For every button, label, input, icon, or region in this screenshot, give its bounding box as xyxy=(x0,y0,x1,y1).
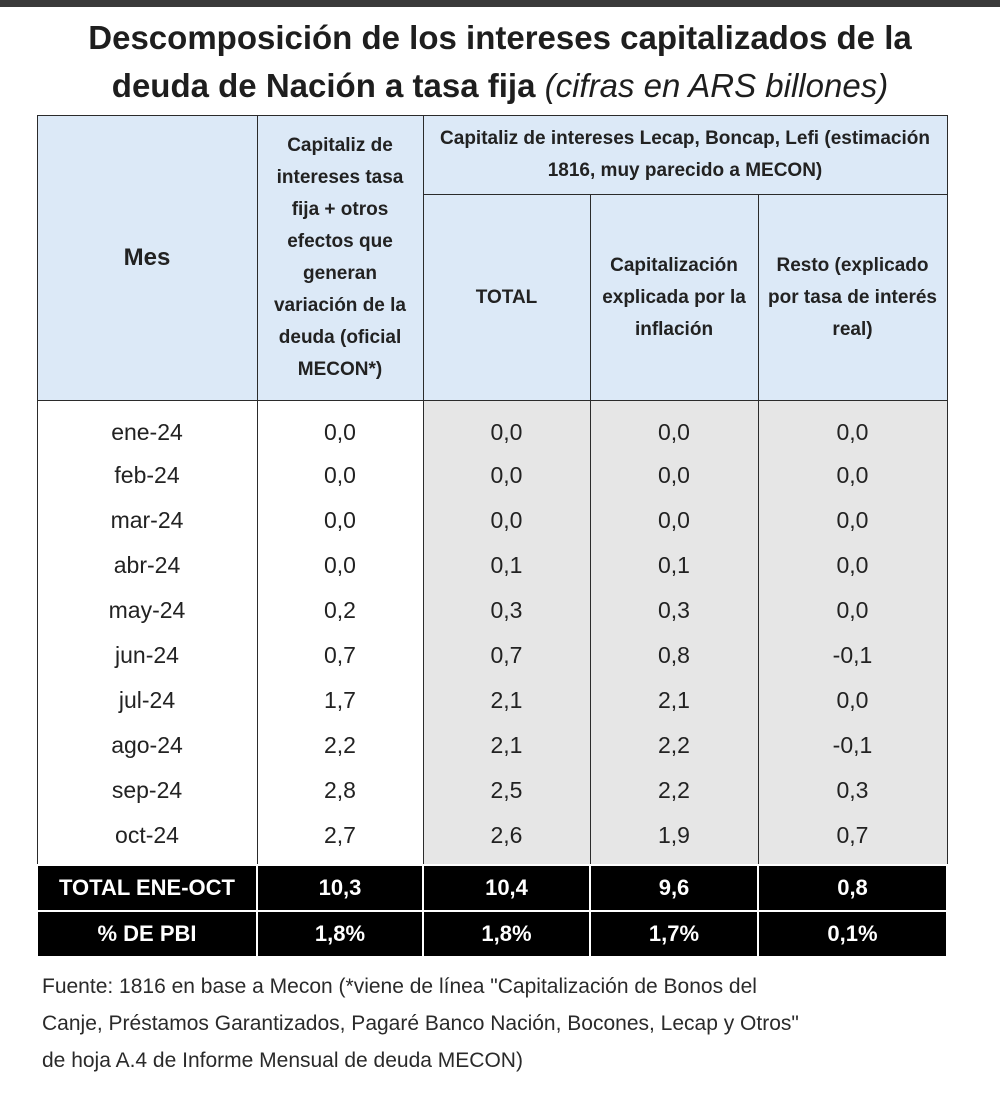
table-row: oct-24 2,7 2,6 1,9 0,7 xyxy=(36,813,948,865)
pbi-oficial: 1,8% xyxy=(256,910,424,958)
cell-mes: ene-24 xyxy=(36,400,258,453)
cell-mes: mar-24 xyxy=(36,498,258,543)
cell-resto: 0,0 xyxy=(758,588,948,633)
cell-mes: jun-24 xyxy=(36,633,258,678)
cell-resto: -0,1 xyxy=(758,723,948,768)
title-units: (cifras en ARS billones) xyxy=(544,67,889,104)
cell-mes: may-24 xyxy=(36,588,258,633)
header-total: TOTAL xyxy=(422,194,591,401)
cell-resto: 0,7 xyxy=(758,813,948,865)
cell-resto: 0,0 xyxy=(758,498,948,543)
cell-mes: sep-24 xyxy=(36,768,258,813)
total-total: 10,4 xyxy=(422,864,591,912)
cell-mes: abr-24 xyxy=(36,543,258,588)
pbi-label: % DE PBI xyxy=(36,910,258,958)
cell-inflacion: 0,0 xyxy=(590,498,759,543)
interest-table: Mes Capitaliz de intereses tasa fija + o… xyxy=(36,115,948,958)
cell-total: 2,6 xyxy=(423,813,591,865)
cell-oficial: 1,7 xyxy=(257,678,424,723)
cell-total: 0,0 xyxy=(423,498,591,543)
cell-inflacion: 0,0 xyxy=(590,400,759,453)
total-oficial: 10,3 xyxy=(256,864,424,912)
pbi-inflacion: 1,7% xyxy=(589,910,759,958)
cell-inflacion: 0,0 xyxy=(590,453,759,498)
cell-resto: 0,0 xyxy=(758,678,948,723)
cell-resto: 0,0 xyxy=(758,453,948,498)
total-label: TOTAL ENE-OCT xyxy=(36,864,258,912)
cell-oficial: 0,7 xyxy=(257,633,424,678)
cell-inflacion: 2,1 xyxy=(590,678,759,723)
total-resto: 0,8 xyxy=(757,864,948,912)
cell-oficial: 0,0 xyxy=(257,543,424,588)
cell-total: 0,3 xyxy=(423,588,591,633)
header-mes: Mes xyxy=(36,115,258,401)
table-row: ago-24 2,2 2,1 2,2 -0,1 xyxy=(36,723,948,768)
table-body: ene-24 0,0 0,0 0,0 0,0 feb-24 0,0 0,0 0,… xyxy=(36,400,948,865)
total-inflacion: 9,6 xyxy=(589,864,759,912)
header-group-estimacion: Capitaliz de intereses Lecap, Boncap, Le… xyxy=(422,115,948,195)
pbi-row: % DE PBI 1,8% 1,8% 1,7% 0,1% xyxy=(36,910,948,958)
title-line-1: Descomposición de los intereses capitali… xyxy=(88,19,912,56)
cell-total: 2,1 xyxy=(423,678,591,723)
table-row: may-24 0,2 0,3 0,3 0,0 xyxy=(36,588,948,633)
table-row: jun-24 0,7 0,7 0,8 -0,1 xyxy=(36,633,948,678)
total-row: TOTAL ENE-OCT 10,3 10,4 9,6 0,8 xyxy=(36,864,948,912)
cell-inflacion: 0,1 xyxy=(590,543,759,588)
table-row: mar-24 0,0 0,0 0,0 0,0 xyxy=(36,498,948,543)
cell-resto: 0,0 xyxy=(758,543,948,588)
cell-inflacion: 0,8 xyxy=(590,633,759,678)
cell-resto: 0,0 xyxy=(758,400,948,453)
cell-oficial: 0,0 xyxy=(257,498,424,543)
pbi-total: 1,8% xyxy=(422,910,591,958)
cell-oficial: 2,8 xyxy=(257,768,424,813)
table-row: feb-24 0,0 0,0 0,0 0,0 xyxy=(36,453,948,498)
cell-oficial: 0,0 xyxy=(257,453,424,498)
cell-mes: oct-24 xyxy=(36,813,258,865)
cell-total: 2,1 xyxy=(423,723,591,768)
top-border-bar xyxy=(0,0,1000,7)
cell-total: 0,1 xyxy=(423,543,591,588)
cell-total: 0,0 xyxy=(423,453,591,498)
cell-oficial: 0,0 xyxy=(257,400,424,453)
cell-oficial: 2,7 xyxy=(257,813,424,865)
cell-resto: -0,1 xyxy=(758,633,948,678)
cell-inflacion: 0,3 xyxy=(590,588,759,633)
title-line-2: deuda de Nación a tasa fija (cifras en A… xyxy=(0,62,1000,110)
title-line-2-main: deuda de Nación a tasa fija xyxy=(111,67,545,104)
header-inflacion: Capitalización explicada por la inflació… xyxy=(589,194,759,401)
table-row: abr-24 0,0 0,1 0,1 0,0 xyxy=(36,543,948,588)
table-row: jul-24 1,7 2,1 2,1 0,0 xyxy=(36,678,948,723)
cell-oficial: 2,2 xyxy=(257,723,424,768)
source-line-3: de hoja A.4 de Informe Mensual de deuda … xyxy=(42,1049,523,1072)
cell-inflacion: 2,2 xyxy=(590,723,759,768)
cell-mes: ago-24 xyxy=(36,723,258,768)
cell-oficial: 0,2 xyxy=(257,588,424,633)
source-line-1: Fuente: 1816 en base a Mecon (*viene de … xyxy=(42,975,757,998)
cell-total: 0,7 xyxy=(423,633,591,678)
pbi-resto: 0,1% xyxy=(757,910,948,958)
cell-inflacion: 1,9 xyxy=(590,813,759,865)
table-totals: TOTAL ENE-OCT 10,3 10,4 9,6 0,8 % DE PBI… xyxy=(36,864,948,958)
table-row: ene-24 0,0 0,0 0,0 0,0 xyxy=(36,400,948,453)
cell-mes: feb-24 xyxy=(36,453,258,498)
cell-inflacion: 2,2 xyxy=(590,768,759,813)
source-note: Fuente: 1816 en base a Mecon (*viene de … xyxy=(42,968,972,1079)
cell-mes: jul-24 xyxy=(36,678,258,723)
source-line-2: Canje, Préstamos Garantizados, Pagaré Ba… xyxy=(42,1012,799,1035)
header-oficial: Capitaliz de intereses tasa fija + otros… xyxy=(256,115,424,401)
cell-total: 0,0 xyxy=(423,400,591,453)
cell-total: 2,5 xyxy=(423,768,591,813)
header-resto: Resto (explicado por tasa de interés rea… xyxy=(757,194,948,401)
page-title: Descomposición de los intereses capitali… xyxy=(0,14,1000,110)
table-header: Mes Capitaliz de intereses tasa fija + o… xyxy=(36,115,948,401)
table-row: sep-24 2,8 2,5 2,2 0,3 xyxy=(36,768,948,813)
cell-resto: 0,3 xyxy=(758,768,948,813)
